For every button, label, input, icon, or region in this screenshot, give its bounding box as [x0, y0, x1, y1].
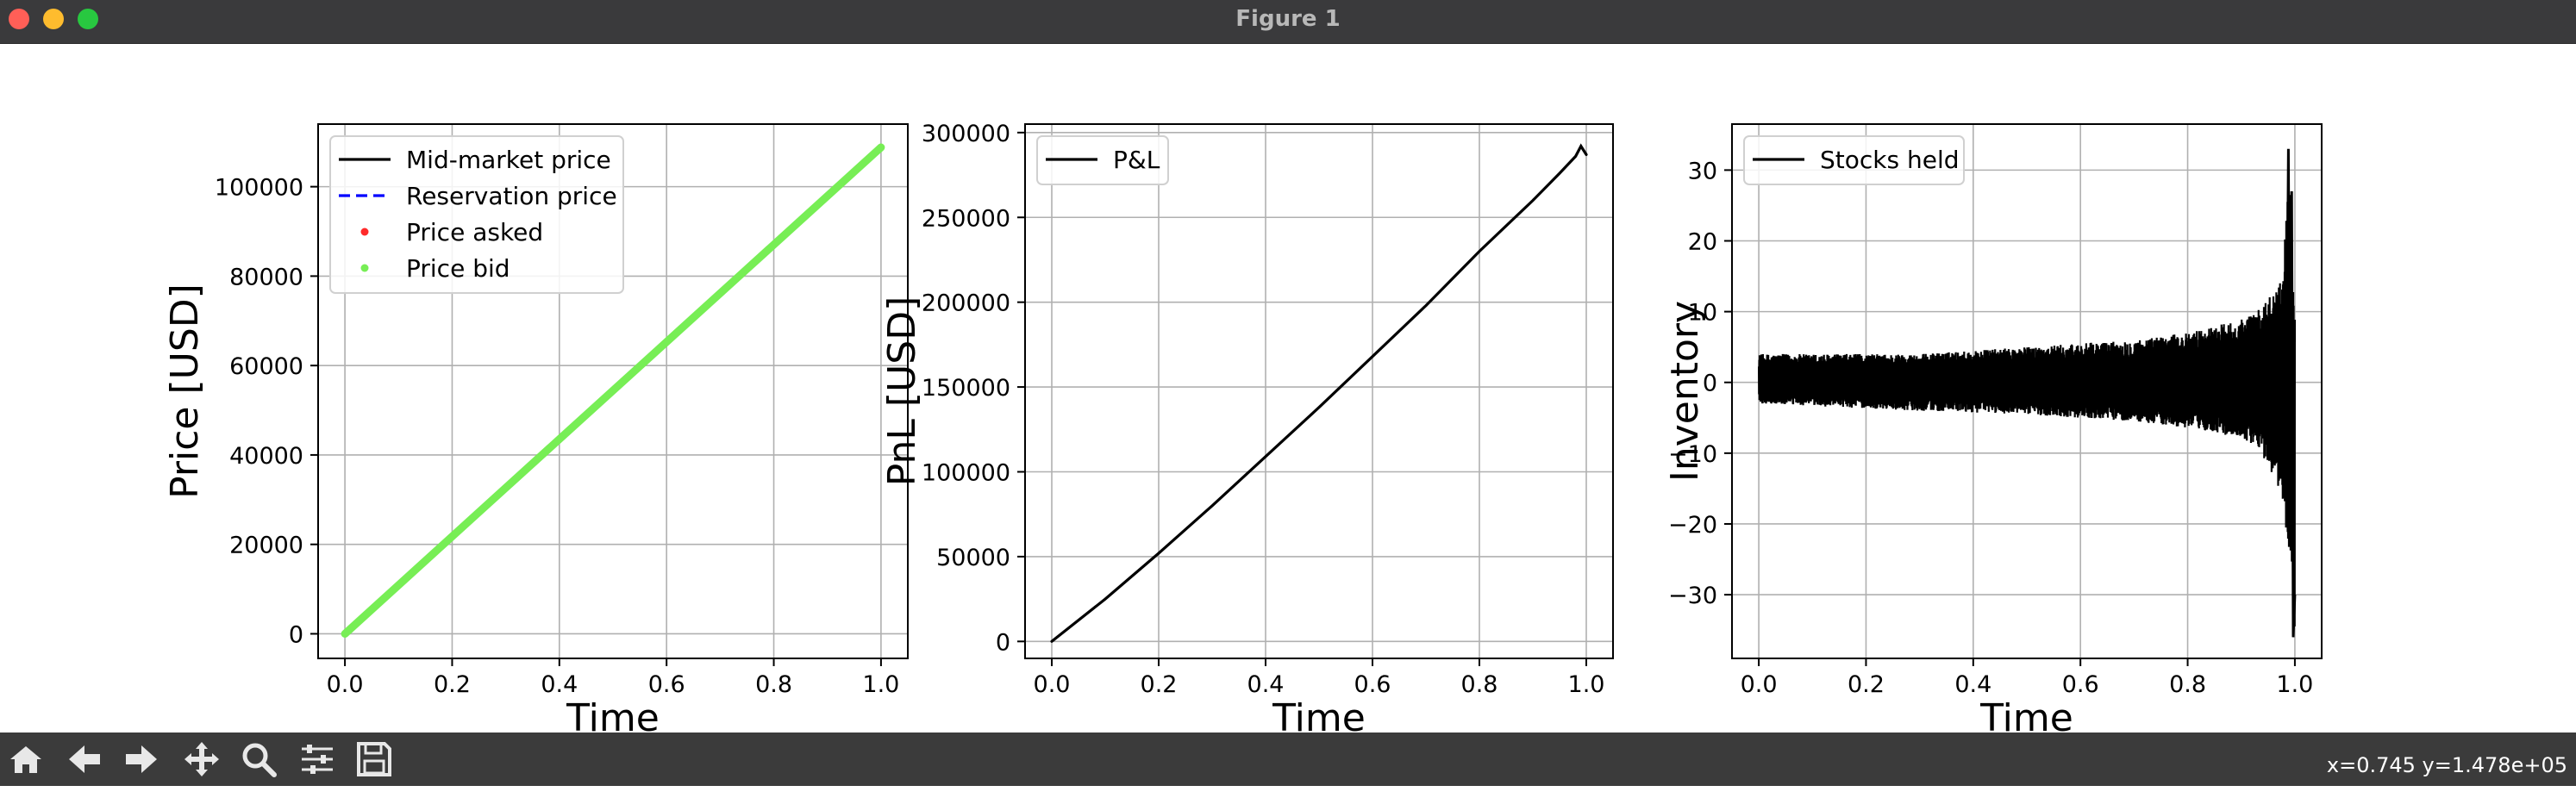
x-tick-label: 1.0: [2276, 671, 2313, 698]
x-axis-label: Time: [1272, 696, 1366, 733]
y-axis-label: Inventory: [1663, 301, 1707, 482]
cursor-coordinates-readout: x=0.745 y=1.478e+05: [2326, 753, 2567, 777]
x-tick-label: 0.8: [2169, 671, 2206, 698]
legend-frame: [329, 135, 624, 294]
subplot-1: 0.0 0.2 0.4 0.6 0.8 1.0 0 20000 40000 60000 80000 1…: [163, 123, 909, 733]
y-tick-label: 30: [1688, 158, 1717, 184]
home-icon: [10, 746, 41, 773]
save-icon: [357, 742, 391, 776]
pan-button[interactable]: [176, 739, 228, 779]
y-tick-label: −20: [1668, 512, 1717, 539]
y-tick-label: 20: [1688, 228, 1717, 255]
y-tick-label: 0: [1703, 371, 1717, 397]
close-window-button[interactable]: [9, 9, 29, 29]
legend-swatch: [360, 264, 369, 272]
y-tick-label: 10: [1688, 300, 1717, 327]
axes-frame: [317, 123, 909, 659]
x-axis-label: Time: [566, 696, 660, 733]
series-spike-stocks-held: [2285, 148, 2297, 638]
zoom-window-button[interactable]: [78, 9, 98, 29]
y-tick-label: 100000: [215, 175, 303, 202]
legend-frame: [1036, 135, 1169, 185]
y-tick-label: 80000: [229, 264, 303, 290]
navigation-toolbar: x=0.745 y=1.478e+05: [0, 733, 2576, 786]
x-tick-label: 0.4: [1247, 671, 1285, 698]
x-tick-label: 0.6: [1354, 671, 1391, 698]
figure-svg: 0.0 0.2 0.4 0.6 0.8 1.0 0 20000 40000 60000 80000 1…: [163, 121, 2323, 733]
y-tick-label: 0: [996, 629, 1010, 656]
forward-button[interactable]: [116, 739, 167, 779]
minimize-window-button[interactable]: [43, 9, 64, 29]
pan-icon: [184, 742, 219, 776]
x-tick-label: 0.0: [1034, 671, 1071, 698]
y-tick-label: −30: [1668, 583, 1717, 609]
configure-subplots-icon: [302, 745, 333, 774]
y-tick-label: 20000: [229, 533, 303, 559]
y-axis-label: Price [USD]: [163, 284, 207, 499]
y-axis-label: PnL [USD]: [880, 296, 924, 487]
forward-icon: [126, 745, 157, 773]
x-tick-label: 0.4: [541, 671, 578, 698]
legend-frame: [1743, 135, 1965, 185]
legend: P&L: [1036, 135, 1169, 185]
legend: Stocks held: [1743, 135, 1965, 185]
legend-swatch: [360, 228, 369, 236]
y-tick-label: 60000: [229, 353, 303, 380]
series-line-stocks-held: [1758, 182, 2296, 627]
configure-subplots-button[interactable]: [291, 739, 343, 779]
y-tick-label: −10: [1668, 441, 1717, 468]
y-tick-label: 50000: [936, 545, 1010, 571]
x-tick-label: 0.6: [648, 671, 685, 698]
x-tick-label: 0.0: [1741, 671, 1778, 698]
back-button[interactable]: [59, 739, 110, 779]
legend-label: Stocks held: [1820, 146, 1960, 174]
legend-label: P&L: [1113, 146, 1160, 174]
legend-label: Reservation price: [406, 182, 617, 210]
x-tick-label: 0.8: [755, 671, 792, 698]
legend-label: Price asked: [406, 218, 543, 246]
y-tick-label: 40000: [229, 443, 303, 470]
subplot-3: 0.0 0.2 0.4 0.6 0.8 1.0 −30 −20 −10 0 10 20 30 Time In…: [1663, 123, 2323, 733]
x-tick-label: 0.2: [1848, 671, 1885, 698]
y-tick-label: 250000: [922, 205, 1010, 232]
y-tick-label: 150000: [922, 375, 1010, 402]
y-tick-label: 100000: [922, 459, 1010, 486]
y-tick-label: 0: [289, 621, 303, 648]
axes-frame: [1024, 123, 1614, 659]
subplot-2: 0.0 0.2 0.4 0.6 0.8 1.0 0 50000 100000 150000 2000…: [880, 121, 1614, 733]
legend-label: Price bid: [406, 254, 510, 283]
window-title: Figure 1: [1235, 6, 1341, 32]
save-button[interactable]: [348, 739, 400, 779]
figure-canvas[interactable]: 0.0 0.2 0.4 0.6 0.8 1.0 0 20000 40000 60000 80000 1…: [0, 44, 2576, 733]
back-icon: [69, 745, 100, 773]
x-tick-label: 0.2: [1141, 671, 1178, 698]
axes-frame: [1731, 123, 2323, 659]
x-tick-label: 0.8: [1461, 671, 1498, 698]
zoom-icon: [242, 743, 277, 777]
x-tick-label: 1.0: [1568, 671, 1605, 698]
home-button[interactable]: [0, 739, 52, 779]
x-tick-label: 1.0: [862, 671, 899, 698]
zoom-button[interactable]: [233, 739, 284, 779]
x-axis-label: Time: [1979, 696, 2073, 733]
plot-area: [1758, 148, 2297, 638]
legend-label: Mid-market price: [406, 146, 611, 174]
series-line-price-bid: [341, 143, 885, 638]
x-tick-label: 0.6: [2062, 671, 2099, 698]
plot-area: [1050, 143, 1588, 643]
y-tick-label: 200000: [922, 290, 1010, 317]
y-tick-label: 300000: [922, 121, 1010, 147]
legend: Mid-market price Reservation price Price a…: [329, 135, 624, 294]
x-tick-label: 0.0: [327, 671, 364, 698]
x-tick-label: 0.4: [1954, 671, 1991, 698]
plot-area: [341, 143, 885, 638]
x-tick-label: 0.2: [434, 671, 471, 698]
window-titlebar: Figure 1: [0, 0, 2576, 44]
series-line-p-l: [1050, 143, 1588, 643]
